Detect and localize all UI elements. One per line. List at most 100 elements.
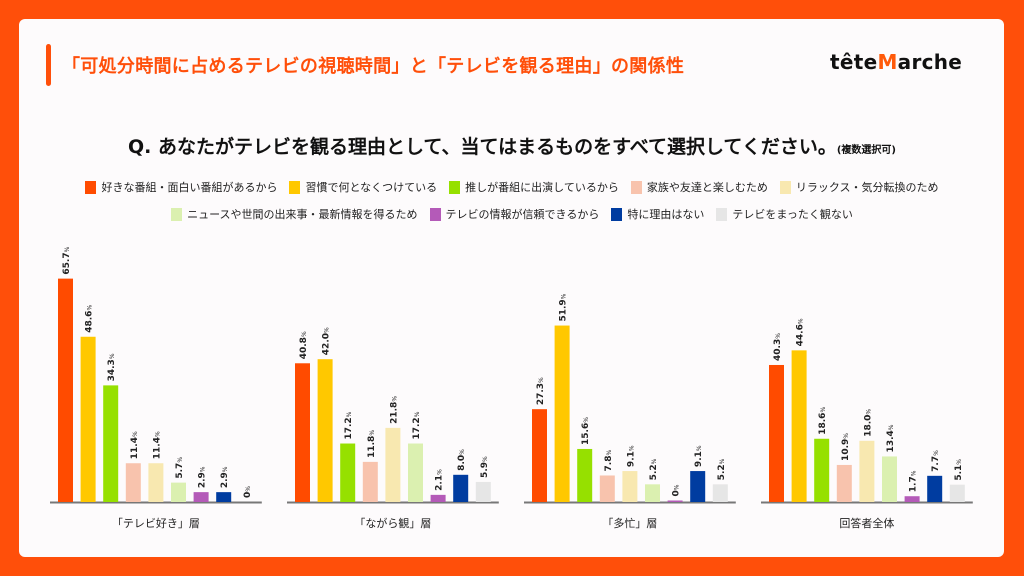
bar: [882, 456, 897, 502]
bar: [340, 443, 356, 502]
data-label-unit: %: [200, 466, 207, 472]
data-label: 17.2%: [412, 411, 422, 439]
data-label-unit: %: [414, 411, 421, 417]
data-label-value: 44.6: [796, 324, 806, 346]
legend-swatch: [716, 207, 728, 221]
data-label-unit: %: [482, 456, 489, 462]
data-label-unit: %: [674, 484, 681, 490]
data-label: 1.7%: [909, 470, 919, 492]
data-label: 48.6%: [85, 305, 95, 333]
data-label-value: 42.0: [322, 333, 332, 355]
data-label: 11.4%: [130, 431, 140, 459]
bar: [193, 492, 209, 502]
legend-item: 好きな番組・面白い番組があるから: [85, 179, 277, 195]
bar: [836, 464, 852, 502]
slide-title: 「可処分時間に占めるテレビの視聴時間」と「テレビを観る理由」の関係性: [62, 56, 685, 77]
bar: [532, 409, 547, 502]
data-label-unit: %: [245, 486, 252, 492]
data-label-value: 18.0: [863, 415, 873, 437]
data-label: 15.6%: [581, 417, 591, 445]
data-label: 0%: [672, 484, 682, 496]
data-label-unit: %: [437, 469, 444, 475]
data-label: 5.2%: [649, 458, 659, 480]
data-label-value: 0: [672, 490, 682, 496]
bar: [171, 482, 186, 502]
group-label: 「ながら観」層: [354, 516, 431, 530]
data-label-value: 65.7: [62, 252, 72, 274]
data-label-unit: %: [696, 445, 703, 451]
data-label: 7.8%: [604, 450, 614, 472]
legend-swatch: [289, 180, 301, 194]
data-label-value: 40.3: [773, 339, 783, 361]
legend-label: リラックス・気分転換のため: [795, 181, 939, 194]
data-label: 44.6%: [796, 318, 806, 346]
bar: [814, 438, 830, 502]
legend-label: テレビをまったく観ない: [732, 208, 853, 221]
data-label: 9.1%: [626, 445, 636, 467]
data-label: 7.7%: [931, 450, 941, 472]
title-accent-bar: [46, 44, 51, 86]
data-label: 18.0%: [863, 409, 873, 437]
data-label-unit: %: [628, 445, 635, 451]
bar: [430, 494, 446, 502]
data-label-value: 11.4: [130, 437, 140, 459]
data-label-unit: %: [109, 353, 116, 359]
bar: [216, 492, 232, 502]
data-label: 21.8%: [389, 396, 399, 424]
legend-item: 推しが番組に出演しているから: [449, 179, 619, 195]
data-label-value: 18.6: [818, 413, 828, 435]
legend-item: テレビの情報が信頼できるから: [429, 206, 599, 222]
data-label: 5.2%: [717, 458, 727, 480]
data-label-value: 2.9: [220, 472, 230, 488]
bar: [453, 474, 469, 502]
data-label-unit: %: [369, 430, 376, 436]
legend-label: 好きな番組・面白い番組があるから: [101, 181, 278, 194]
data-label-unit: %: [911, 470, 918, 476]
data-label-value: 5.2: [649, 464, 659, 480]
bar: [622, 471, 638, 502]
legend-item: 家族や友達と楽しむため: [630, 179, 768, 195]
data-label: 5.7%: [175, 457, 185, 479]
data-label: 2.9%: [198, 466, 208, 488]
legend-swatch: [85, 180, 97, 194]
data-label: 5.1%: [954, 459, 964, 481]
bar: [577, 448, 593, 502]
bar: [554, 325, 570, 502]
legend-label: 推しが番組に出演しているから: [465, 181, 619, 194]
data-label: 42.0%: [322, 327, 332, 355]
legend-label: 家族や友達と楽しむため: [646, 181, 768, 194]
data-label-value: 27.3: [536, 383, 546, 405]
data-label-unit: %: [324, 327, 331, 333]
data-label-unit: %: [888, 424, 895, 430]
data-label-unit: %: [132, 431, 139, 437]
question-main: Q. あなたがテレビを観る理由として、当てはまるものをすべて選択してください。: [128, 136, 837, 158]
bar: [362, 461, 378, 502]
data-label-value: 10.9: [841, 439, 851, 461]
group-label: 回答者全体: [839, 516, 894, 530]
bar: [148, 463, 164, 502]
data-label-unit: %: [561, 293, 568, 299]
bar: [408, 443, 423, 502]
legend-item: テレビをまったく観ない: [716, 206, 853, 222]
data-label-unit: %: [651, 458, 658, 464]
data-label-value: 5.1: [954, 465, 964, 481]
bar: [859, 440, 875, 502]
bar: [769, 364, 784, 502]
data-label: 10.9%: [841, 433, 851, 461]
data-label-unit: %: [606, 450, 613, 456]
legend-row-1: 好きな番組・面白い番組があるから 習慣で何となくつけている 推しが番組に出演している…: [0, 179, 1024, 197]
legend-swatch: [779, 180, 791, 194]
data-label: 17.2%: [344, 411, 354, 439]
data-label-unit: %: [177, 457, 184, 463]
data-label-value: 51.9: [559, 299, 569, 321]
data-label: 40.3%: [773, 333, 783, 361]
legend-swatch: [449, 180, 461, 194]
bar: [385, 427, 401, 502]
data-label-value: 2.9: [198, 472, 208, 488]
data-label-value: 2.1: [435, 475, 445, 491]
legend-label: 習慣で何となくつけている: [305, 181, 438, 194]
data-label: 27.3%: [536, 377, 546, 405]
group-label: 「多忙」層: [602, 516, 657, 530]
bar: [791, 350, 807, 502]
